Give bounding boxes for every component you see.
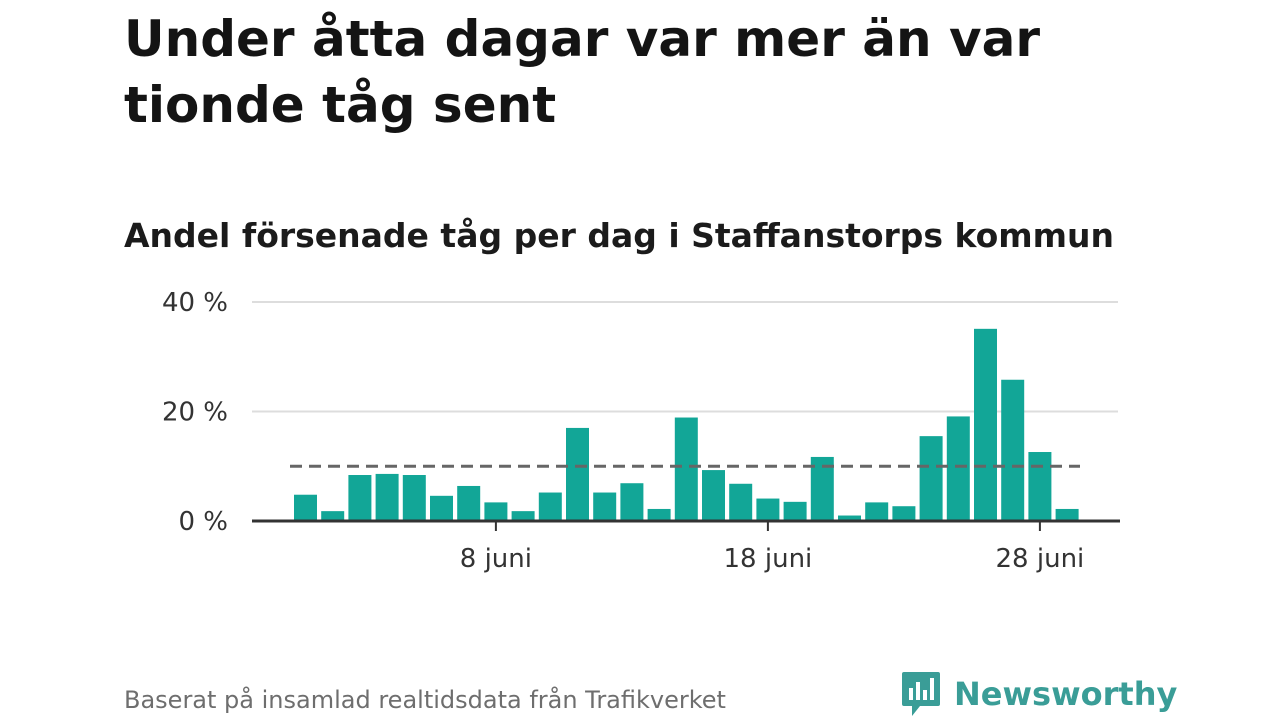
x-tick-label: 8 juni [460,544,532,574]
bar [974,328,997,521]
bar [294,494,317,521]
source-note: Baserat på insamlad realtidsdata från Tr… [124,686,726,714]
bar [375,473,399,521]
chart-title: Under åtta dagar var mer än var tionde t… [124,10,1040,134]
brand-logo[interactable]: Newsworthy [900,670,1177,718]
bar [457,485,481,521]
bars [294,328,1079,521]
bar [511,511,535,521]
bar [1055,508,1079,521]
bar [810,456,834,521]
bar [756,498,780,521]
bar [484,502,508,521]
chart-subtitle: Andel försenade tåg per dag i Staffansto… [124,216,1115,255]
y-axis-labels: 0 % 20 % 40 % [162,288,228,537]
bar [892,506,916,521]
bar [729,483,753,521]
bar [946,416,970,521]
bar [1001,379,1025,521]
bar [838,515,861,521]
bar [1028,452,1052,521]
bar [783,501,807,521]
y-tick-label: 0 % [178,507,228,537]
bar [402,475,426,521]
y-tick-label: 40 % [162,288,228,318]
brand-name: Newsworthy [954,675,1178,713]
bar [321,511,345,521]
y-tick-label: 20 % [162,398,228,428]
x-tick-label: 18 juni [724,544,813,574]
bar [702,470,725,521]
bar-chart: 0 % 20 % 40 % 8 juni 18 juni 28 juni [162,288,1120,574]
bar [348,475,372,521]
x-tick-label: 28 juni [996,544,1085,574]
bar [566,427,589,521]
bar [620,483,644,521]
bar [919,436,943,521]
bar [593,492,617,521]
newsworthy-logo-icon [902,672,940,716]
grid-lines [252,301,1118,413]
bar [538,492,562,521]
bar [647,508,671,521]
bar [674,417,698,521]
x-axis-ticks: 8 juni 18 juni 28 juni [460,521,1084,574]
bar [865,502,889,521]
bar [430,495,453,521]
